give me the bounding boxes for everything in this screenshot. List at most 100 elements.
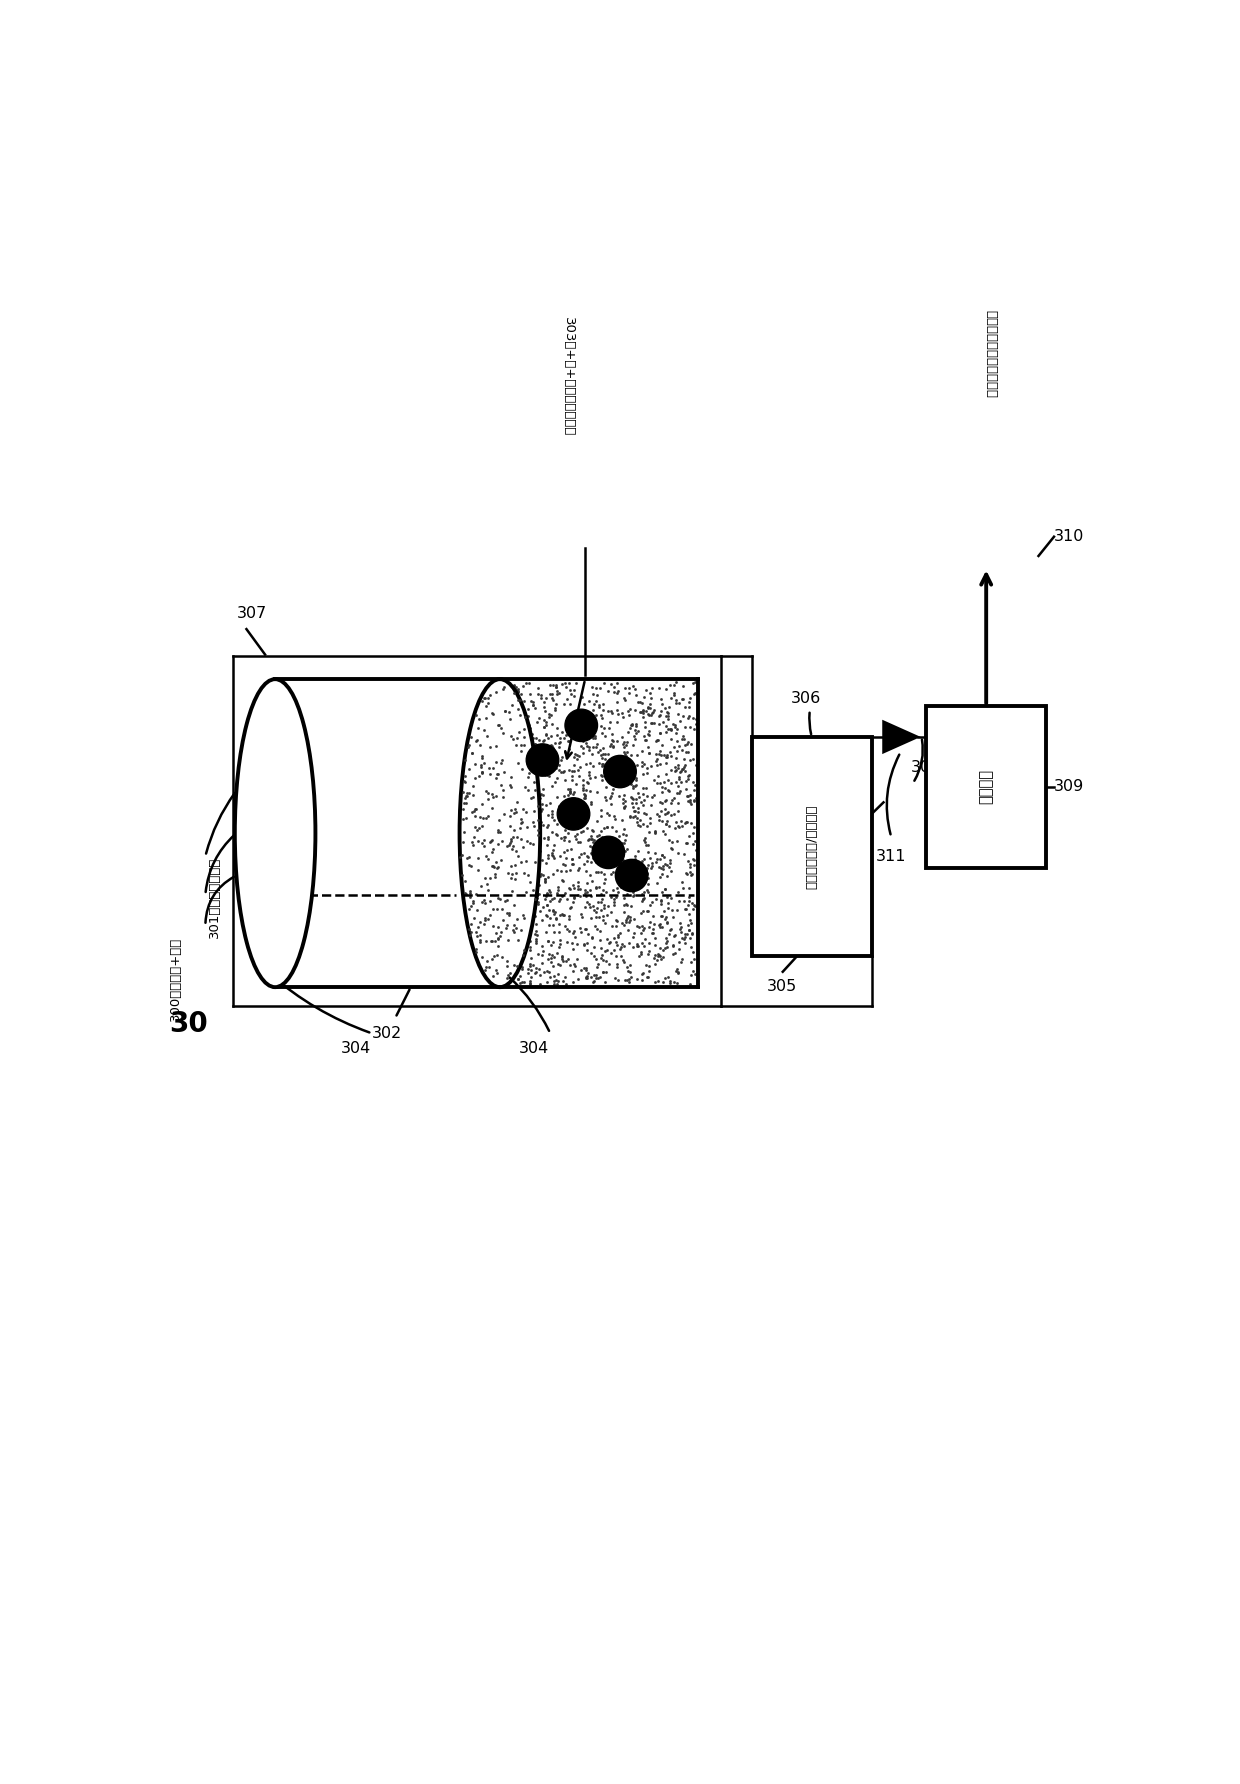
Point (630, 942, 650, 970)
Point (492, 769, 512, 797)
Point (680, 787, 699, 815)
Point (568, 880, 588, 908)
Point (527, 921, 547, 949)
Point (505, 851, 525, 880)
Point (578, 921, 598, 949)
Point (593, 751, 613, 780)
Point (502, 835, 522, 863)
Point (557, 837, 577, 865)
Point (663, 929, 683, 958)
Point (496, 880, 516, 908)
Point (595, 865, 615, 894)
Point (604, 726, 624, 755)
Point (558, 780, 578, 808)
Point (601, 883, 621, 912)
Point (487, 810, 507, 838)
Point (484, 908, 503, 937)
Point (502, 840, 522, 869)
Point (487, 835, 507, 863)
Circle shape (604, 755, 636, 789)
Point (548, 721, 568, 749)
Point (544, 737, 564, 765)
Point (503, 794, 523, 822)
Point (615, 846, 635, 874)
Point (646, 847, 666, 876)
Point (675, 922, 694, 951)
Point (531, 860, 551, 888)
Point (481, 790, 501, 819)
Point (585, 847, 605, 876)
Point (589, 903, 609, 931)
Point (585, 723, 605, 751)
Point (525, 730, 544, 758)
Point (496, 830, 516, 858)
Point (591, 858, 611, 887)
Point (481, 881, 501, 910)
Point (653, 937, 673, 965)
Point (594, 958, 614, 987)
Point (558, 812, 578, 840)
Point (480, 803, 500, 831)
Point (565, 822, 585, 851)
Point (484, 762, 503, 790)
Point (498, 887, 518, 915)
Point (658, 776, 678, 805)
Point (549, 842, 569, 871)
Point (565, 712, 585, 740)
Point (615, 740, 635, 769)
Point (484, 853, 503, 881)
Point (577, 962, 596, 990)
Point (667, 715, 687, 744)
Point (512, 904, 532, 933)
Point (552, 942, 572, 970)
Point (632, 960, 652, 988)
Point (498, 962, 518, 990)
Point (525, 769, 544, 797)
Point (658, 797, 678, 826)
Point (568, 867, 588, 896)
Point (554, 838, 574, 867)
Point (647, 940, 667, 969)
Point (589, 821, 609, 849)
Point (474, 831, 494, 860)
Point (520, 830, 539, 858)
Point (460, 921, 480, 949)
Point (641, 680, 661, 708)
Point (603, 814, 622, 842)
Point (584, 967, 604, 995)
Point (614, 733, 634, 762)
Point (486, 919, 506, 947)
Point (501, 912, 521, 940)
Point (523, 951, 543, 979)
Point (583, 817, 603, 846)
Point (564, 883, 584, 912)
Point (627, 797, 647, 826)
Point (600, 928, 620, 956)
Point (639, 937, 658, 965)
Point (686, 783, 706, 812)
Point (570, 719, 590, 747)
Point (564, 756, 584, 785)
Point (543, 685, 563, 714)
Point (653, 969, 673, 997)
Point (587, 953, 606, 981)
Point (495, 887, 515, 915)
Point (553, 901, 573, 929)
Point (495, 876, 515, 904)
Point (644, 910, 663, 938)
Point (487, 703, 507, 731)
Point (611, 742, 631, 771)
Point (577, 842, 596, 871)
Point (489, 887, 508, 915)
Point (584, 835, 604, 863)
Point (505, 878, 525, 906)
Point (577, 731, 596, 760)
Point (595, 969, 615, 997)
Point (518, 833, 538, 862)
Point (683, 715, 703, 744)
Point (642, 888, 662, 917)
Point (482, 949, 502, 978)
Point (614, 869, 634, 897)
Point (650, 789, 670, 817)
Point (557, 721, 577, 749)
